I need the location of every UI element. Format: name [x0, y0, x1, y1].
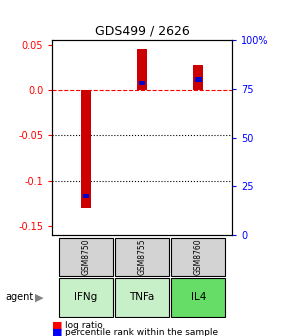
Text: ■: ■ [52, 328, 63, 336]
Text: GSM8750: GSM8750 [81, 239, 90, 276]
Text: ■: ■ [52, 321, 63, 331]
Bar [83, 194, 89, 199]
Bar [115, 278, 169, 317]
Text: IFNg: IFNg [74, 292, 97, 302]
Bar [81, 90, 91, 208]
Bar [171, 238, 225, 277]
Title: GDS499 / 2626: GDS499 / 2626 [95, 25, 189, 38]
Text: GSM8755: GSM8755 [137, 239, 147, 276]
Bar [193, 65, 203, 90]
Text: percentile rank within the sample: percentile rank within the sample [65, 328, 218, 336]
Bar [171, 278, 225, 317]
Bar [139, 81, 146, 85]
Text: ▶: ▶ [35, 292, 44, 302]
Text: agent: agent [6, 292, 34, 302]
Text: GSM8760: GSM8760 [194, 239, 203, 276]
Text: IL4: IL4 [191, 292, 206, 302]
Bar [137, 49, 147, 90]
Text: log ratio: log ratio [65, 322, 103, 330]
Bar [59, 278, 113, 317]
Bar [195, 77, 202, 82]
Bar [115, 238, 169, 277]
Bar [59, 238, 113, 277]
Text: TNFa: TNFa [129, 292, 155, 302]
